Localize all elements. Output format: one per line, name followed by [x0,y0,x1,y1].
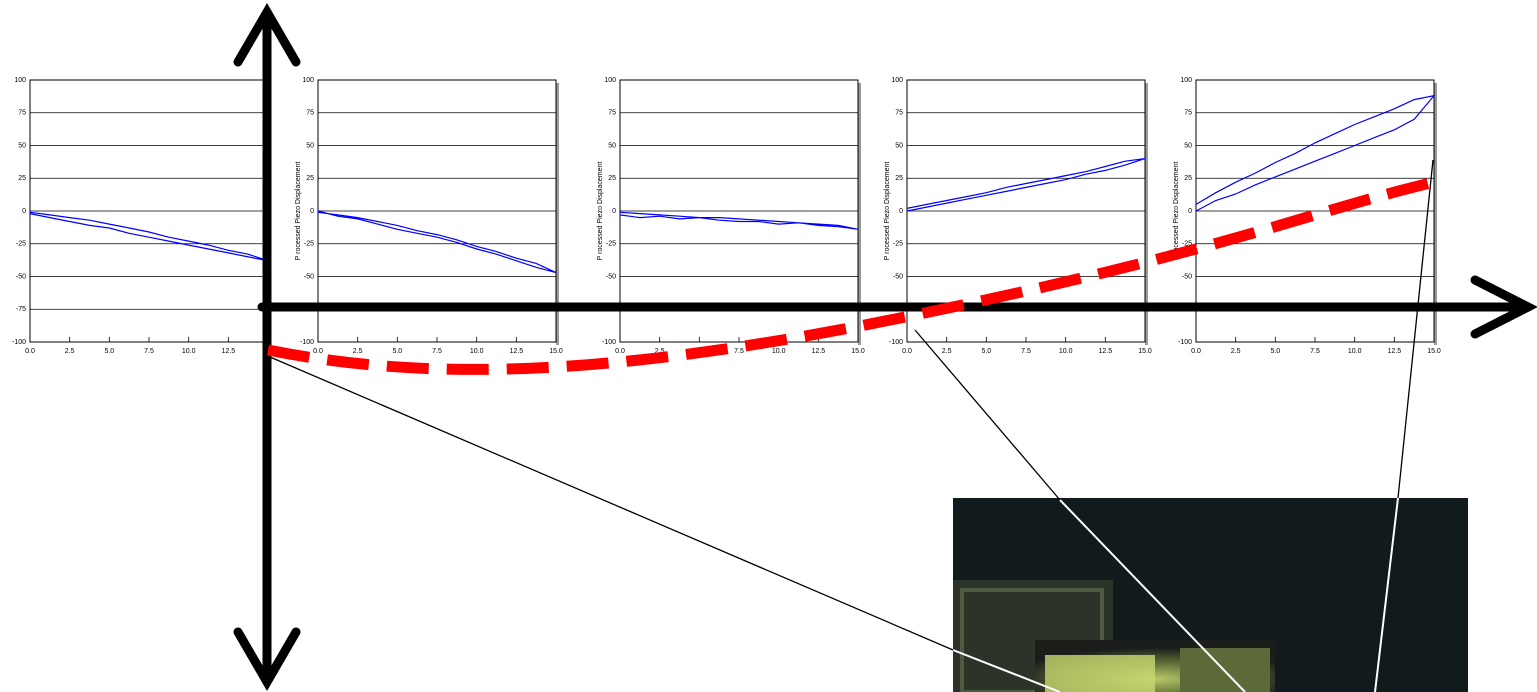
y-tick-label: 75 [895,110,903,117]
x-tick-label: 2.5 [65,348,75,355]
x-tick-label: 2.5 [353,348,363,355]
x-tick-label: 7.5 [1310,348,1320,355]
pointer-line [915,330,1060,500]
x-tick-label: 12.5 [510,348,524,355]
x-tick-label: 2.5 [942,348,952,355]
y-tick-label: -100 [602,339,616,346]
y-tick-label: 75 [1184,110,1192,117]
y-tick-label: 100 [302,77,314,84]
x-tick-label: 10.0 [182,348,196,355]
photo-pad [1045,655,1155,692]
x-tick-label: 10.0 [772,348,786,355]
y-tick-label: -50 [304,273,314,280]
y-tick-label: 75 [18,110,26,117]
y-tick-label: 25 [18,175,26,182]
x-tick-label: 7.5 [1021,348,1031,355]
x-tick-label: 0.0 [25,348,35,355]
x-tick-label: 7.5 [432,348,442,355]
y-tick-label: 50 [306,142,314,149]
x-tick-label: 12.5 [1099,348,1113,355]
x-tick-label: 5.0 [981,348,991,355]
y-tick-label: 0 [22,208,26,215]
y-tick-label: 25 [306,175,314,182]
y-tick-label: 75 [608,110,616,117]
y-tick-label: 0 [310,208,314,215]
x-tick-label: 7.5 [734,348,744,355]
y-tick-label: 0 [1188,208,1192,215]
y-axis-label: P rocessed Piezo Displacement [1173,162,1180,261]
y-tick-label: 0 [612,208,616,215]
y-tick-label: -25 [606,241,616,248]
x-tick-label: 0.0 [1191,348,1201,355]
x-tick-label: 12.5 [1388,348,1402,355]
y-tick-label: -25 [304,241,314,248]
x-tick-label: 5.0 [104,348,114,355]
y-tick-label: 100 [1180,77,1192,84]
y-tick-label: -50 [16,273,26,280]
y-tick-label: -100 [300,339,314,346]
y-tick-label: 50 [895,142,903,149]
x-tick-label: 15.0 [1427,348,1441,355]
y-tick-label: 25 [608,175,616,182]
x-tick-label: 5.0 [392,348,402,355]
y-tick-label: -100 [1178,339,1192,346]
y-tick-label: -100 [12,339,26,346]
pointer-line [270,357,953,650]
x-tick-label: 5.0 [1270,348,1280,355]
x-tick-label: 15.0 [851,348,865,355]
y-tick-label: -50 [1182,273,1192,280]
x-tick-label: 7.5 [144,348,154,355]
y-tick-label: -75 [16,306,26,313]
figure: 100 75 50 25 0 -25 -50 -75 -100 0.0 2.5 5.0 7.5 10.0 1… [0,0,1537,692]
y-tick-label: -50 [606,273,616,280]
y-axis-label: P rocessed Piezo Displacement [884,162,891,261]
y-tick-label: -25 [893,241,903,248]
y-tick-label: 100 [604,77,616,84]
x-tick-label: 0.0 [615,348,625,355]
y-tick-label: 0 [899,208,903,215]
x-tick-label: 15.0 [1138,348,1152,355]
x-tick-label: 12.5 [812,348,826,355]
y-tick-label: 75 [306,110,314,117]
x-tick-label: 10.0 [1059,348,1073,355]
y-tick-label: 50 [1184,142,1192,149]
x-tick-label: 0.0 [902,348,912,355]
y-axis-label: P rocessed Piezo Displacement [597,162,604,261]
y-tick-label: 100 [891,77,903,84]
y-tick-label: 25 [1184,175,1192,182]
x-tick-label: 0.0 [313,348,323,355]
y-tick-label: 25 [895,175,903,182]
photo-inset [953,498,1468,692]
x-tick-label: 12.5 [222,348,236,355]
y-tick-label: 50 [18,142,26,149]
y-tick-label: 100 [14,77,26,84]
y-tick-label: -25 [16,241,26,248]
y-tick-label: 50 [608,142,616,149]
x-tick-label: 10.0 [1348,348,1362,355]
x-tick-label: 15.0 [549,348,563,355]
charts: 100 75 50 25 0 -25 -50 -75 -100 0.0 2.5 5.0 7.5 10.0 1… [12,77,1441,355]
y-axis-label: P rocessed Piezo Displacement [295,162,302,261]
y-tick-label: -100 [889,339,903,346]
x-tick-label: 10.0 [470,348,484,355]
y-tick-label: -50 [893,273,903,280]
x-tick-label: 2.5 [1231,348,1241,355]
